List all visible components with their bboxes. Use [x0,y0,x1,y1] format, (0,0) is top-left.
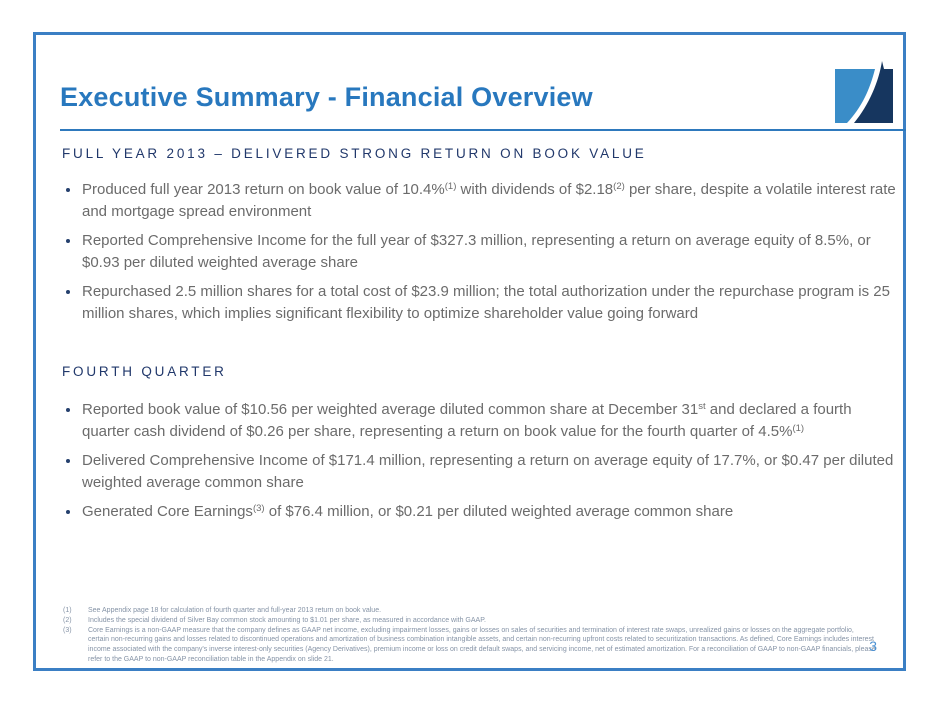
full-year-bullet-list: Produced full year 2013 return on book v… [64,179,896,332]
bullet-item: Reported Comprehensive Income for the fu… [64,230,896,273]
bullet-text: Delivered Comprehensive Income of $171.4… [82,452,894,491]
bullet-item: Repurchased 2.5 million shares for a tot… [64,281,896,324]
bullet-item: Produced full year 2013 return on book v… [64,179,896,222]
bullet-text: Generated Core Earnings [82,503,253,520]
bullet-text: Repurchased 2.5 million shares for a tot… [82,283,890,322]
page-title: Executive Summary - Financial Overview [60,82,593,112]
bullet-text: of $76.4 million, or $0.21 per diluted w… [264,503,734,520]
ordinal-suffix: st [698,401,706,412]
bullet-text: Reported Comprehensive Income for the fu… [82,232,871,271]
footnote-marker: (2) [63,616,72,624]
footnote-ref: (1) [444,181,457,192]
bullet-text: per share, despite a volatile interest r… [82,181,896,220]
footnote-ref: (1) [792,422,805,434]
fourth-quarter-bullet-list: Reported book value of $10.56 per weight… [64,399,896,531]
footnote-text: See Appendix page 18 for calculation of … [88,607,382,614]
footnote-text: Core Earnings is a non-GAAP measure that… [88,626,876,663]
title-divider [60,129,906,131]
bullet-text: with dividends of $2.18 [456,181,614,198]
page-number: 3 [869,638,877,654]
slide-frame: Executive Summary - Financial Overview F… [33,32,906,671]
section-heading-full-year: FULL YEAR 2013 – DELIVERED STRONG RETURN… [62,146,647,161]
footnote-item: (3) Core Earnings is a non-GAAP measure … [63,626,901,665]
footnote-item: (1) See Appendix page 18 for calculation… [63,606,901,616]
two-harbors-logo-icon [835,61,893,123]
footnote-marker: (3) [63,626,72,634]
footnote-ref: (2) [613,181,625,192]
footnote-marker: (1) [63,607,72,614]
bullet-text: Produced full year 2013 return on book v… [82,181,445,198]
footnote-ref: (3) [252,503,265,514]
footnote-text: Includes the special dividend of Silver … [88,616,486,624]
section-heading-fourth-quarter: FOURTH QUARTER [62,364,227,379]
footnote-item: (2) Includes the special dividend of Sil… [63,616,901,626]
bullet-text: Reported book value of $10.56 per weight… [82,401,699,418]
bullet-item: Generated Core Earnings(3) of $76.4 mill… [64,501,896,523]
bullet-text: and declared a fourth quarter cash divid… [82,401,852,440]
bullet-item: Reported book value of $10.56 per weight… [64,399,896,442]
bullet-item: Delivered Comprehensive Income of $171.4… [64,450,896,493]
footnotes-block: (1) See Appendix page 18 for calculation… [63,606,901,665]
